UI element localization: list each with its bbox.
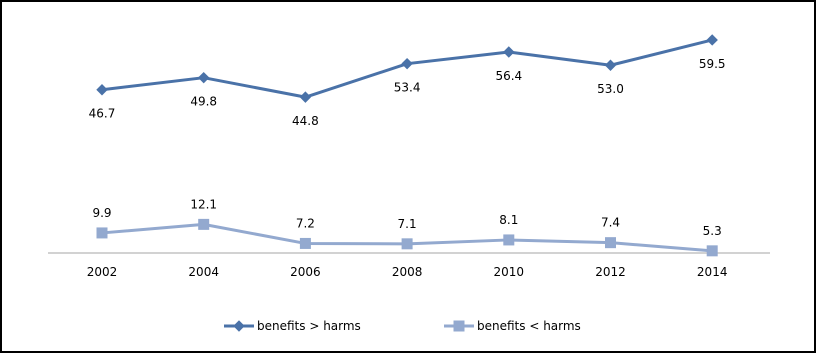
legend: benefits > harms benefits < harms [224, 319, 581, 333]
series-1-point-2004 [197, 71, 210, 84]
series-2-point-2008 [401, 238, 413, 250]
series-2-data-label-2006: 7.2 [296, 216, 315, 230]
x-tick-label-2002: 2002 [87, 265, 118, 279]
x-tick-label-2008: 2008 [392, 265, 423, 279]
series-1-point-2008 [401, 57, 413, 70]
legend-entry-1-label: benefits > harms [257, 319, 361, 333]
series-2-data-label-2008: 7.1 [398, 217, 417, 231]
legend-entry-1: benefits > harms [224, 319, 361, 333]
series-2-point-2010 [503, 234, 515, 246]
series-2-point-2012 [605, 237, 616, 249]
series-2-point-2002 [96, 227, 108, 239]
series-2-data-label-2012: 7.4 [601, 216, 620, 230]
x-tick-label-2010: 2010 [494, 265, 525, 279]
series-2-data-label-2010: 8.1 [499, 213, 518, 227]
series-2-point-2006 [299, 237, 311, 249]
series-1-data-label-2004: 49.8 [190, 95, 217, 109]
series-1-point-2014 [706, 34, 718, 46]
series-1-point-2006 [299, 91, 312, 103]
plot-area: 2002 2004 2006 2008 2010 2012 2014 46.7 49.8 44.8… [48, 34, 770, 279]
x-tick-label-2004: 2004 [188, 265, 219, 279]
series-1-data-label-2012: 53.0 [597, 82, 624, 96]
legend-entry-2-marker [453, 320, 465, 332]
series-1-point-2010 [503, 46, 515, 58]
legend-entry-2: benefits < harms [444, 319, 581, 333]
series-2-data-label-2002: 9.9 [92, 206, 111, 220]
x-tick-label-2014: 2014 [697, 265, 728, 279]
series-1-data-label-2006: 44.8 [292, 114, 319, 128]
series-1-data-label-2010: 56.4 [495, 69, 522, 83]
series-2-data-label-2004: 12.1 [190, 197, 217, 211]
x-tick-label-2012: 2012 [595, 265, 626, 279]
series-1-data-label-2002: 46.7 [89, 107, 116, 121]
series-2-point-2014 [706, 245, 718, 257]
series-2-point-2004 [198, 218, 210, 230]
series-1-point-2012 [604, 59, 617, 71]
legend-entry-1-marker [233, 320, 245, 332]
legend-entry-2-label: benefits < harms [477, 319, 581, 333]
x-tick-label-2006: 2006 [290, 265, 321, 279]
series-1-point-2002 [96, 84, 108, 96]
series-1-data-label-2014: 59.5 [699, 57, 726, 71]
series-2-data-label-2014: 5.3 [703, 224, 722, 238]
series-1-data-label-2008: 53.4 [394, 81, 421, 95]
